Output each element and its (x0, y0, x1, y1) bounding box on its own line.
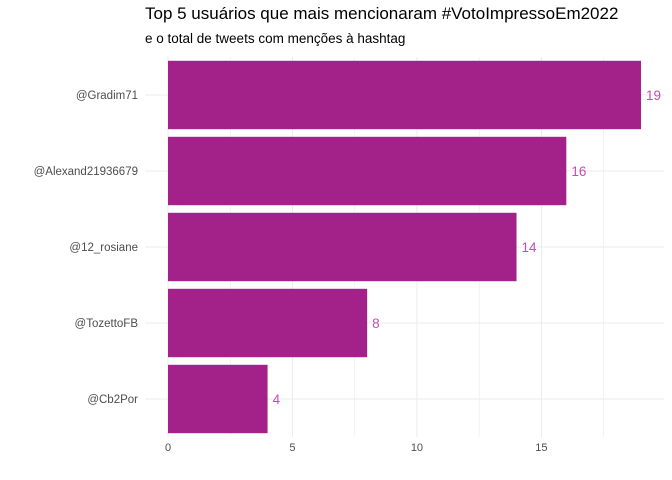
chart-subtitle: e o total de tweets com menções à hashta… (145, 31, 406, 46)
x-axis-ticks: 0 5 10 15 (165, 442, 548, 454)
y-tick-label: @Gradim71 (76, 90, 138, 102)
data-labels-layer: 19 16 14 8 4 (273, 88, 661, 407)
bar-cb2por (168, 364, 268, 434)
data-label: 16 (571, 164, 586, 179)
bar-12_rosiane (168, 212, 517, 282)
data-label: 8 (372, 316, 380, 331)
bars-layer (168, 60, 641, 434)
bar-alexand21936679 (168, 136, 567, 206)
y-tick-label: @12_rosiane (69, 242, 138, 254)
y-tick-label: @TozettoFB (75, 318, 139, 330)
data-label: 19 (646, 88, 661, 103)
bar-tozettofb (168, 288, 368, 358)
x-tick-label: 10 (411, 442, 423, 454)
x-tick-label: 0 (165, 442, 171, 454)
x-tick-label: 5 (289, 442, 295, 454)
y-tick-label: @Alexand21936679 (34, 166, 138, 178)
y-tick-label: @Cb2Por (87, 394, 138, 406)
data-label: 14 (522, 240, 538, 255)
chart-title: Top 5 usuários que mais mencionaram #Vot… (145, 4, 619, 23)
bar-gradim71 (168, 60, 641, 130)
y-axis-ticks: @Gradim71 @Alexand21936679 @12_rosiane @Toz… (34, 90, 139, 406)
data-label: 4 (273, 392, 281, 407)
x-tick-label: 15 (535, 442, 547, 454)
